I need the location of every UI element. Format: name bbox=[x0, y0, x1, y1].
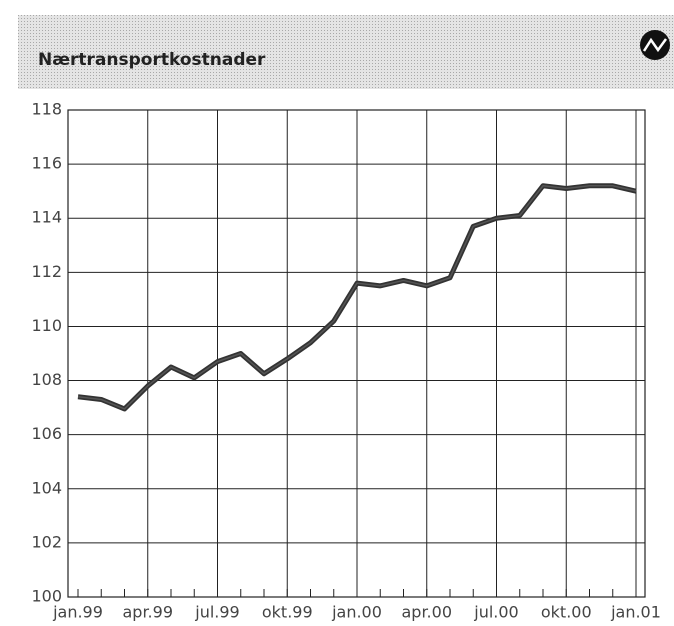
y-tick-label: 102 bbox=[31, 532, 62, 551]
y-tick-label: 108 bbox=[31, 370, 62, 389]
chart-title: Nærtransportkostnader bbox=[38, 50, 266, 70]
x-tick-label: okt.99 bbox=[262, 603, 313, 622]
x-tick-label: jan.01 bbox=[610, 603, 661, 622]
title-bar bbox=[18, 15, 674, 89]
logo bbox=[640, 30, 670, 60]
y-tick-label: 104 bbox=[31, 478, 62, 497]
y-tick-label: 114 bbox=[31, 208, 62, 227]
x-tick-label: okt.00 bbox=[541, 603, 592, 622]
x-tick-label: apr.00 bbox=[401, 603, 452, 622]
x-tick-label: apr.99 bbox=[122, 603, 173, 622]
y-tick-label: 110 bbox=[31, 316, 62, 335]
x-tick-label: jul.99 bbox=[194, 603, 239, 622]
y-tick-label: 118 bbox=[31, 100, 62, 119]
y-tick-label: 116 bbox=[31, 154, 62, 173]
y-tick-label: 112 bbox=[31, 262, 62, 281]
line bbox=[77, 185, 637, 410]
y-tick-label: 100 bbox=[31, 587, 62, 606]
x-tick-label: jan.00 bbox=[331, 603, 382, 622]
y-tick-label: 106 bbox=[31, 424, 62, 443]
x-tick-label: jul.00 bbox=[473, 603, 518, 622]
x-tick-label: jan.99 bbox=[52, 603, 103, 622]
